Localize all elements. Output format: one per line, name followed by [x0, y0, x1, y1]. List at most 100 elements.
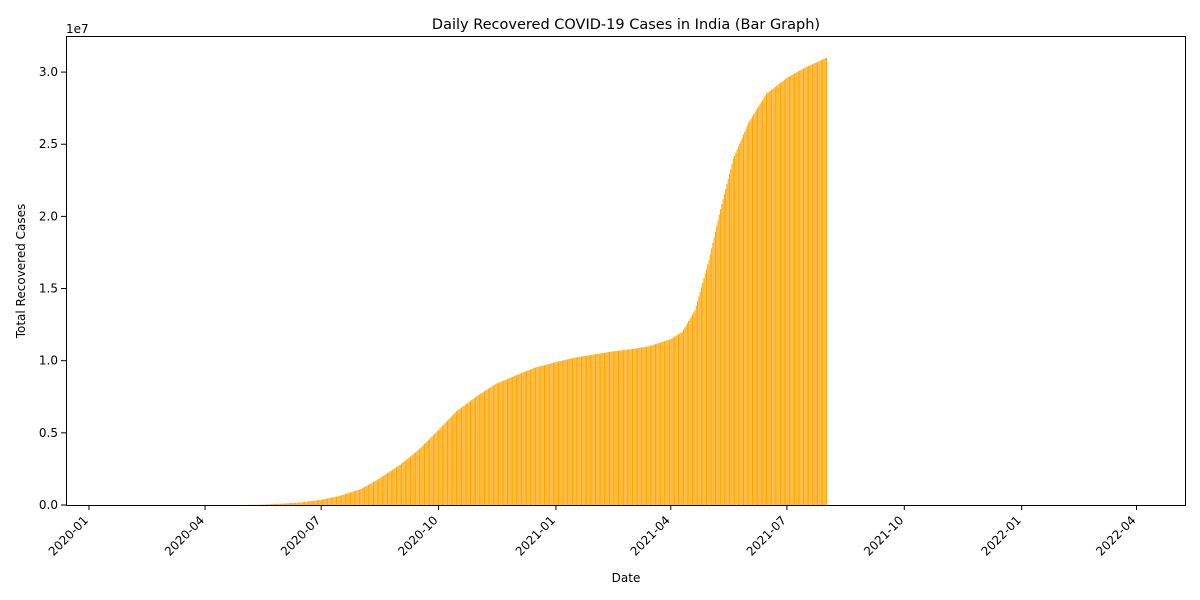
- bar: [278, 503, 280, 505]
- bar: [372, 481, 375, 505]
- bar: [771, 89, 773, 505]
- bar: [690, 316, 692, 505]
- bar: [700, 287, 702, 505]
- bar: [532, 368, 534, 505]
- bar: [287, 503, 289, 505]
- x-tick-label: 2021-07: [744, 513, 789, 558]
- bar: [755, 110, 757, 505]
- bar: [521, 373, 523, 505]
- bar: [797, 71, 799, 506]
- bar: [569, 358, 571, 505]
- bar: [508, 378, 510, 505]
- bar: [276, 503, 278, 505]
- bar: [407, 458, 409, 505]
- bar: [820, 60, 822, 506]
- bar: [310, 501, 312, 505]
- x-tick-label: 2020-04: [162, 513, 207, 558]
- bar: [468, 401, 470, 505]
- bar: [621, 350, 623, 505]
- bar: [421, 446, 423, 506]
- bar: [801, 69, 803, 505]
- bar: [356, 490, 358, 505]
- bar: [394, 467, 396, 505]
- bar: [273, 504, 275, 505]
- bar: [309, 501, 311, 505]
- bar: [426, 441, 428, 505]
- bar: [785, 78, 787, 505]
- bar: [697, 301, 699, 505]
- bar: [288, 503, 290, 505]
- x-tick-label: 2020-07: [278, 513, 323, 558]
- bar: [551, 363, 553, 505]
- bar: [694, 310, 696, 505]
- bar: [293, 502, 295, 505]
- bar: [686, 323, 688, 505]
- bar: [815, 62, 817, 506]
- bar: [364, 486, 366, 505]
- bar: [634, 348, 636, 505]
- bar: [732, 158, 734, 505]
- x-tick-label: 2021-10: [861, 513, 906, 558]
- bar: [644, 346, 646, 505]
- bar: [620, 350, 622, 505]
- bar: [295, 502, 297, 505]
- bar: [517, 374, 519, 505]
- bar: [790, 75, 792, 506]
- bar: [346, 493, 348, 505]
- bar: [385, 473, 387, 505]
- bar: [390, 470, 392, 505]
- bar: [427, 440, 429, 505]
- bar: [649, 345, 651, 505]
- bar: [342, 494, 344, 505]
- bar: [587, 355, 589, 505]
- bar: [351, 491, 353, 505]
- bar: [699, 291, 701, 505]
- bar: [467, 402, 469, 505]
- bar: [717, 220, 719, 505]
- bar: [418, 448, 420, 505]
- bar: [568, 359, 570, 505]
- bar: [445, 421, 447, 505]
- bar: [458, 409, 460, 505]
- bar: [813, 63, 815, 506]
- bar: [814, 62, 816, 506]
- bar: [737, 146, 739, 505]
- bar: [595, 354, 597, 505]
- bar: [341, 495, 343, 505]
- bar: [484, 391, 486, 505]
- bar: [683, 329, 685, 505]
- bar: [782, 80, 784, 505]
- bar: [577, 357, 579, 505]
- bar: [768, 91, 770, 506]
- bar: [282, 503, 284, 505]
- bar: [300, 502, 302, 505]
- bar: [492, 385, 494, 505]
- bar: [764, 95, 766, 505]
- bar: [523, 372, 525, 505]
- bar: [499, 382, 501, 505]
- bar: [296, 502, 298, 505]
- bar: [408, 457, 410, 505]
- bar: [547, 364, 549, 505]
- bar: [672, 337, 674, 505]
- bar: [661, 342, 663, 505]
- bar: [578, 356, 580, 505]
- bar: [313, 500, 315, 505]
- bar: [371, 482, 373, 505]
- bar: [489, 387, 491, 505]
- bar: [685, 325, 687, 505]
- bar: [780, 82, 782, 505]
- bar: [529, 369, 531, 505]
- bar: [431, 436, 433, 505]
- bar: [536, 367, 538, 505]
- bar: [464, 404, 466, 505]
- bar: [401, 463, 403, 505]
- bar: [389, 471, 391, 505]
- bar: [434, 433, 436, 505]
- bar: [487, 388, 489, 505]
- bar: [623, 350, 625, 505]
- bar: [796, 72, 798, 505]
- bar: [311, 500, 313, 505]
- bar: [791, 74, 793, 506]
- bar: [776, 85, 778, 505]
